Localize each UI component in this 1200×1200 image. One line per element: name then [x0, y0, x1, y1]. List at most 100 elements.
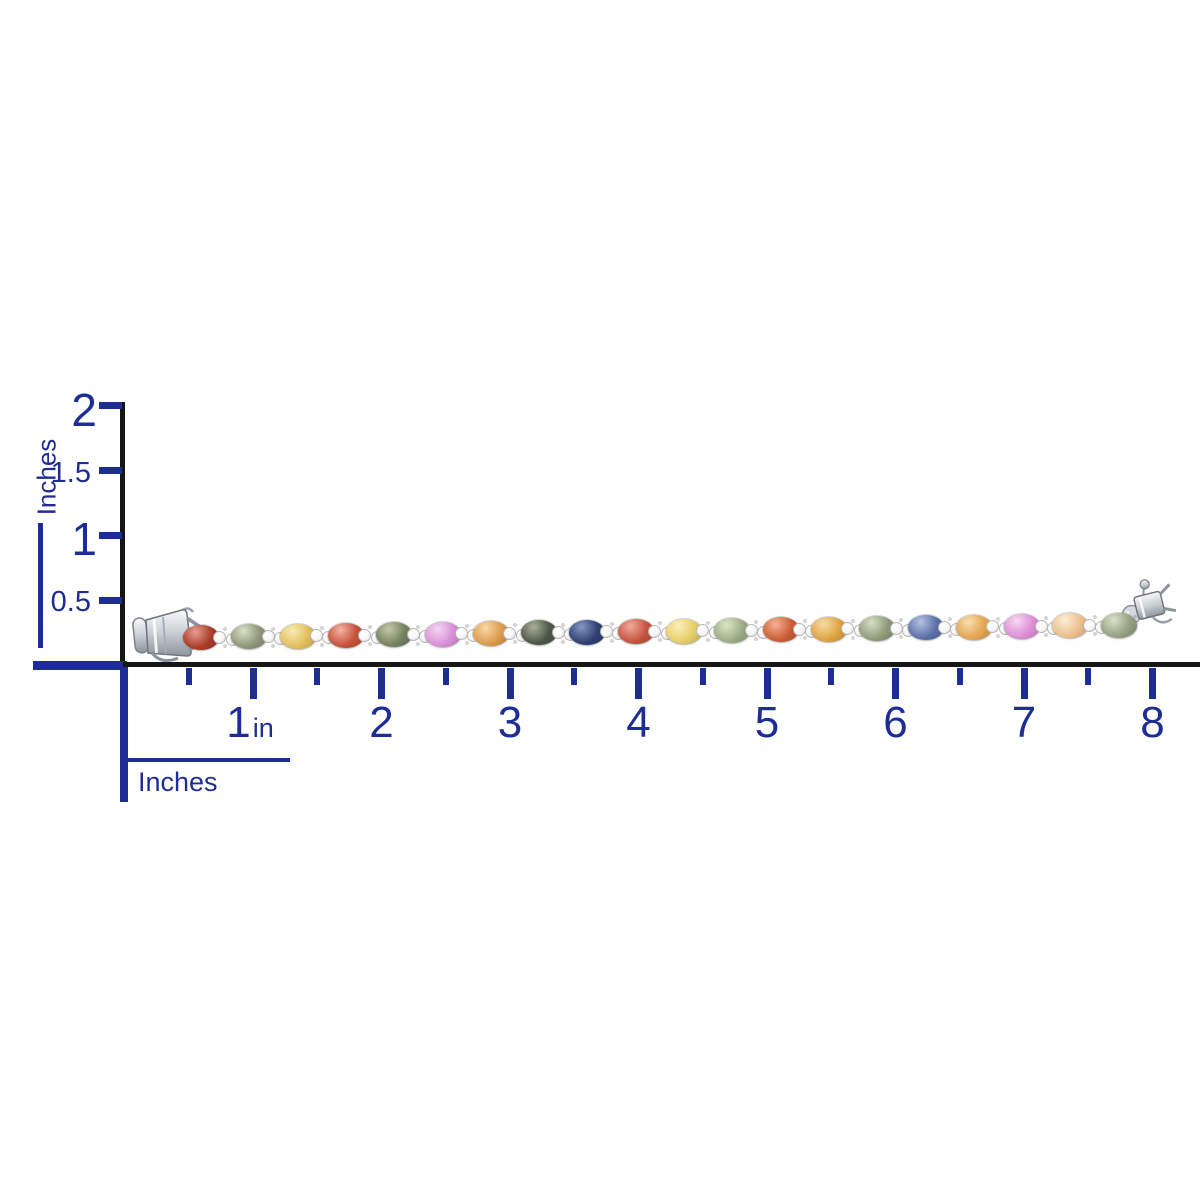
prong-dot	[802, 636, 807, 641]
v-tick-0.5	[99, 597, 122, 605]
vertical-ruler-line	[120, 402, 125, 667]
corner-vertical-bar	[120, 667, 128, 802]
prong-dot	[609, 621, 614, 626]
accent-stone	[696, 624, 710, 638]
h-tick-number: 2	[369, 698, 394, 747]
h-tick-number: 3	[497, 698, 523, 747]
prong-dot	[706, 620, 711, 625]
vertical-inches-label: Inches	[31, 438, 62, 516]
accent-stone	[889, 621, 903, 635]
accent-stone	[261, 630, 275, 644]
prong-dot	[561, 622, 566, 627]
h-tick-number: 8	[1140, 698, 1165, 747]
gemstone-orange-red	[327, 623, 364, 649]
prong-dot	[754, 637, 759, 642]
h-tick-1	[249, 668, 257, 699]
prong-dot	[319, 642, 324, 647]
prong-dot	[1092, 615, 1097, 620]
h-tick-number: 1	[226, 698, 251, 747]
h-tick-7	[1020, 668, 1028, 699]
prong-dot	[464, 640, 469, 645]
gemstone-peach-champagne	[1052, 613, 1089, 639]
accent-stone	[551, 626, 565, 640]
prong-dot	[1092, 632, 1097, 637]
gemstone-deep-forest	[521, 620, 558, 646]
h-tick-minor-7.5	[1085, 668, 1092, 685]
h-tick-8	[1149, 668, 1156, 699]
horizontal-ruler-line	[123, 662, 1200, 667]
h-tick-label-2: 2	[327, 701, 437, 745]
prong-dot	[899, 618, 904, 623]
prong-dot	[512, 623, 517, 628]
prong-dot	[271, 643, 276, 648]
h-tick-label-7: 7	[969, 701, 1079, 745]
accent-stone	[599, 625, 613, 639]
accent-stone	[986, 620, 1000, 634]
v-tick-1.5	[99, 467, 122, 475]
prong-dot	[609, 638, 614, 643]
h-tick-label-3: 3	[455, 701, 565, 745]
gemstone-coral-red	[617, 619, 654, 645]
gemstone-garnet-red	[183, 625, 219, 650]
gemstone-golden-orange	[955, 614, 992, 640]
accent-stone	[406, 628, 420, 642]
gemstone-burnt-orange	[762, 617, 799, 643]
h-tick-number: 6	[883, 698, 908, 747]
h-tick-label-6: 6	[841, 701, 951, 745]
prong-dot	[947, 634, 952, 639]
h-tick-minor-1.5	[314, 668, 321, 685]
prong-dot	[899, 635, 904, 640]
prong-dot	[1044, 633, 1049, 638]
gemstone-sage-green-3	[1100, 612, 1137, 638]
prong-dot	[368, 642, 373, 647]
accent-stone	[793, 622, 807, 636]
accent-stone	[1034, 619, 1048, 633]
v-tick-label-0.5: 0.5	[50, 586, 91, 619]
h-tick-label-8: 8	[1098, 701, 1200, 745]
prong-dot	[561, 639, 566, 644]
left-dimension-line	[38, 523, 43, 648]
prong-dot	[223, 627, 228, 632]
v-tick-label-1: 1	[71, 513, 97, 566]
corner-blue-bar	[33, 661, 127, 670]
accent-stone	[937, 620, 951, 634]
accent-stone	[1082, 618, 1096, 632]
v-tick-label-2: 2	[71, 383, 97, 436]
gemstone-steel-blue	[907, 615, 944, 641]
gemstone-dark-sage	[376, 622, 413, 648]
h-tick-minor-6.5	[956, 668, 963, 685]
gemstone-pale-yellow	[666, 618, 702, 644]
gemstone-pink-sapphire	[1004, 613, 1041, 639]
prong-dot	[657, 621, 662, 626]
prong-dot	[657, 638, 662, 643]
accent-stone	[310, 629, 324, 643]
prong-dot	[512, 640, 517, 645]
prong-dot	[223, 644, 228, 649]
prong-dot	[271, 626, 276, 631]
v-tick-1	[99, 532, 122, 540]
gemstone-golden-yellow	[279, 623, 316, 649]
prong-dot	[802, 619, 807, 624]
h-tick-minor-0.5	[185, 668, 192, 685]
accent-stone	[841, 622, 855, 636]
h-tick-label-5: 5	[712, 701, 822, 745]
h-tick-2	[378, 668, 385, 699]
inch-unit-suffix: in	[252, 713, 274, 743]
h-tick-label-1: 1in	[195, 701, 305, 745]
accent-stone	[744, 623, 758, 637]
prong-dot	[416, 624, 421, 629]
accent-stone	[213, 630, 227, 644]
gemstone-light-sage	[714, 617, 751, 643]
prong-dot	[416, 641, 421, 646]
gemstone-citrine-amber	[810, 616, 847, 642]
prong-dot	[368, 625, 373, 630]
accent-stone	[648, 624, 662, 638]
horizontal-inches-label: Inches	[138, 767, 218, 797]
gemstone-orange	[472, 621, 509, 647]
h-tick-4	[635, 668, 642, 699]
v-tick-2	[99, 402, 122, 410]
h-tick-6	[892, 668, 899, 699]
h-tick-minor-5.5	[828, 668, 835, 685]
gemstone-sapphire-blue	[569, 619, 606, 645]
